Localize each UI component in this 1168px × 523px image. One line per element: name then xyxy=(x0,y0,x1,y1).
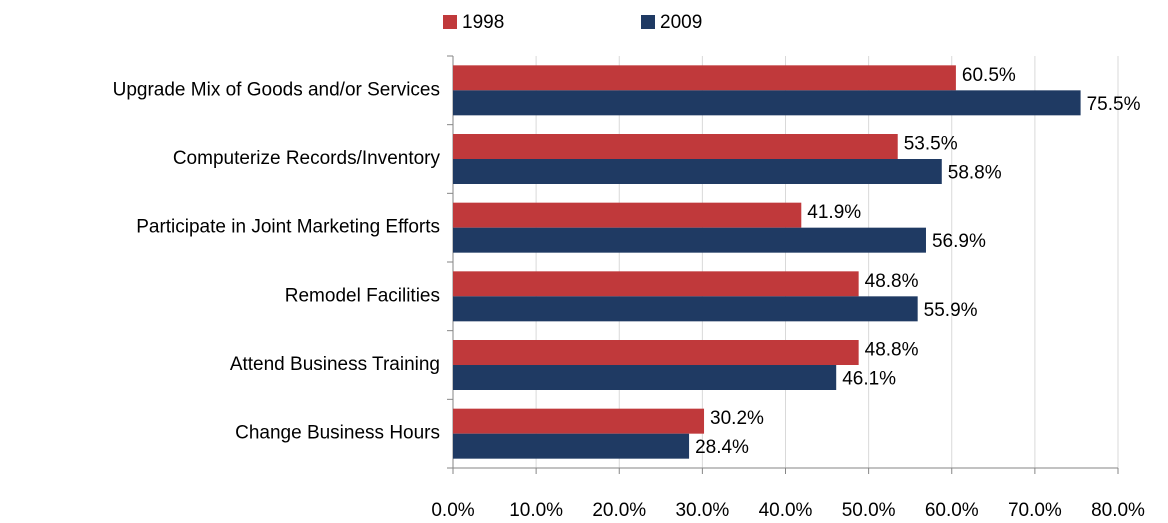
data-label: 30.2% xyxy=(710,408,764,429)
x-tick-label: 60.0% xyxy=(925,500,979,521)
legend-swatch xyxy=(641,15,655,29)
data-label: 53.5% xyxy=(904,134,958,155)
bar xyxy=(453,340,859,365)
legend-label: 2009 xyxy=(660,12,702,33)
bar xyxy=(453,271,859,297)
x-tick-label: 70.0% xyxy=(1008,500,1062,521)
bar xyxy=(453,365,837,390)
x-tick-label: 10.0% xyxy=(509,500,563,521)
legend-label: 1998 xyxy=(462,12,504,33)
x-tick-label: 0.0% xyxy=(431,500,474,521)
x-tick-label: 50.0% xyxy=(842,500,896,521)
y-tick-label: Participate in Joint Marketing Efforts xyxy=(136,217,440,238)
data-label: 56.9% xyxy=(932,231,986,252)
bar xyxy=(453,296,918,322)
data-label: 41.9% xyxy=(807,202,861,223)
bar xyxy=(453,90,1081,116)
bar xyxy=(453,159,942,184)
y-tick-label: Remodel Facilities xyxy=(285,285,440,306)
data-label: 48.8% xyxy=(865,271,919,292)
x-tick-label: 30.0% xyxy=(675,500,729,521)
bar xyxy=(453,202,802,228)
data-label: 28.4% xyxy=(695,437,749,458)
y-tick-label: Computerize Records/Inventory xyxy=(173,148,441,169)
data-label: 55.9% xyxy=(924,300,978,321)
data-label: 48.8% xyxy=(865,340,919,361)
data-label: 75.5% xyxy=(1087,94,1141,115)
bar xyxy=(453,227,926,253)
y-tick-label: Change Business Hours xyxy=(235,423,440,444)
y-tick-label: Upgrade Mix of Goods and/or Services xyxy=(113,79,440,100)
bar xyxy=(453,65,956,91)
bar xyxy=(453,408,705,434)
bar xyxy=(453,134,898,159)
data-label: 58.8% xyxy=(948,163,1002,184)
legend-swatch xyxy=(443,15,457,29)
y-tick-label: Attend Business Training xyxy=(230,354,440,375)
data-label: 60.5% xyxy=(962,65,1016,86)
data-label: 46.1% xyxy=(842,369,896,390)
x-tick-label: 40.0% xyxy=(759,500,813,521)
x-tick-label: 80.0% xyxy=(1091,500,1145,521)
bar xyxy=(453,433,690,459)
x-tick-label: 20.0% xyxy=(592,500,646,521)
